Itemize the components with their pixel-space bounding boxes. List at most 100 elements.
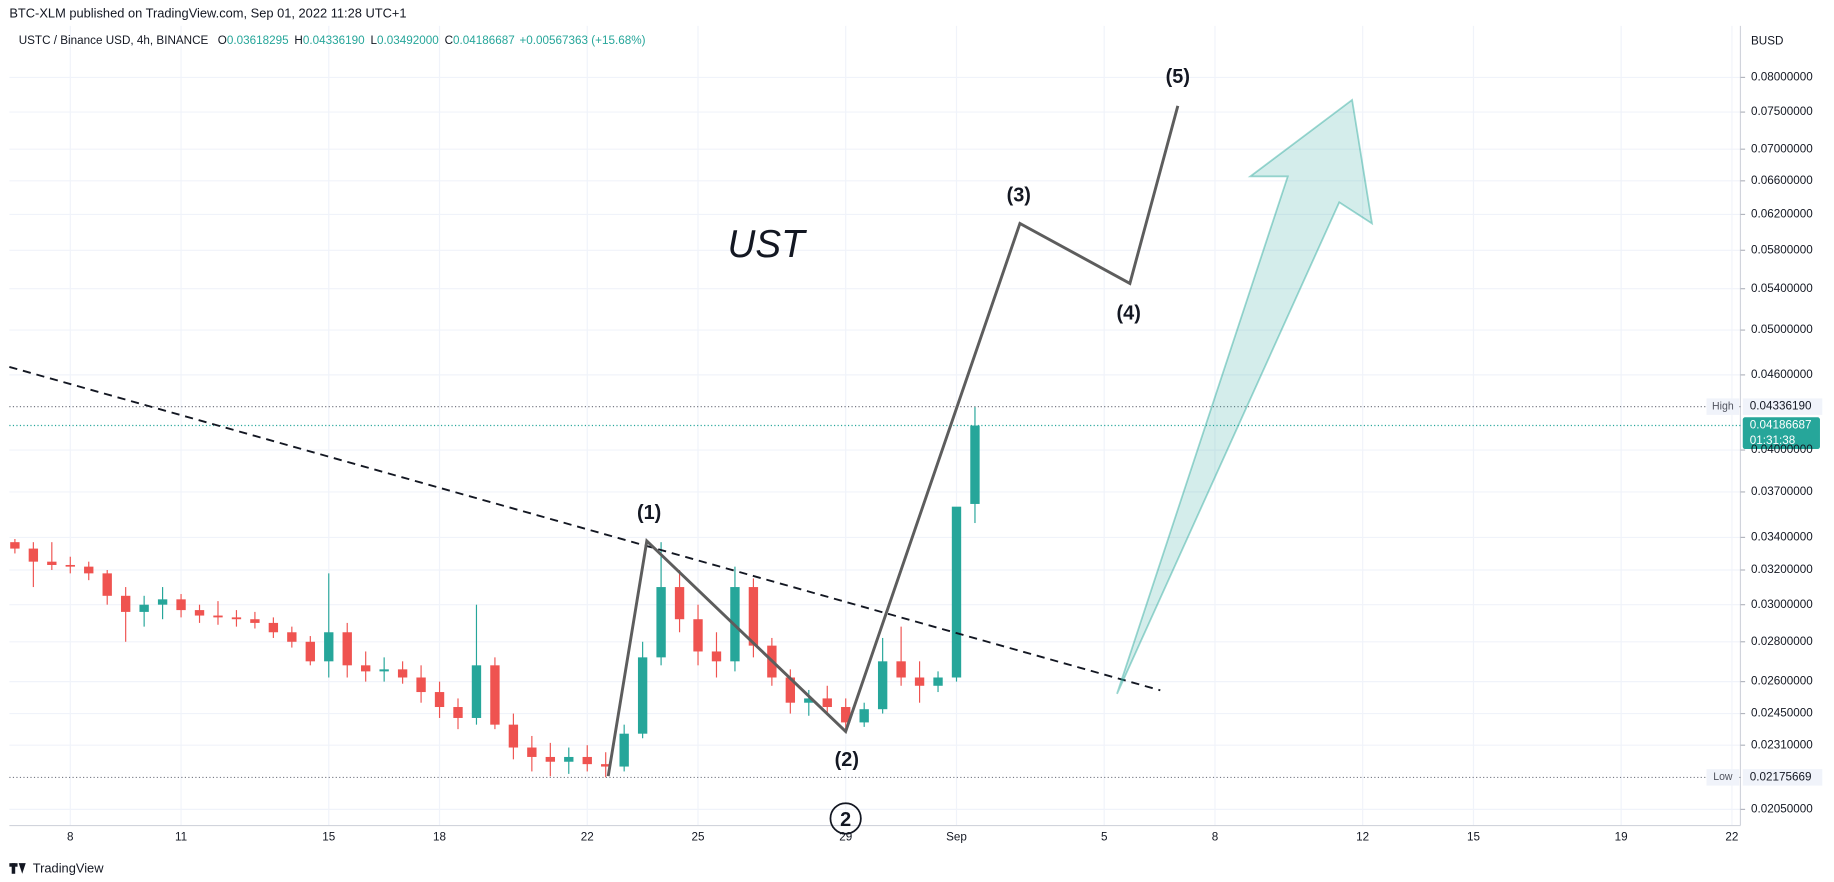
- candle-body: [324, 632, 334, 662]
- candle-body: [490, 665, 500, 725]
- candle-body: [527, 747, 537, 757]
- candle-body: [582, 756, 592, 765]
- y-tick-label: 0.05000000: [1751, 323, 1813, 336]
- candle-body: [139, 604, 149, 612]
- y-tick-label: 0.08000000: [1751, 70, 1813, 83]
- candle-body: [619, 733, 629, 767]
- level-value: 0.02175669: [1750, 770, 1812, 783]
- y-tick-label: 0.03400000: [1751, 530, 1813, 543]
- level-label: Low: [1713, 771, 1733, 783]
- wave-label: (4): [1117, 302, 1141, 324]
- logo: [9, 863, 26, 874]
- candle-body: [120, 595, 131, 612]
- x-tick-label: 18: [433, 830, 446, 843]
- circle-marker: [829, 802, 862, 835]
- ohlc-value: 0.03618295: [227, 34, 289, 47]
- x-tick-label: 22: [1725, 830, 1738, 843]
- y-tick-label: 0.03700000: [1751, 485, 1813, 498]
- wave-label: (5): [1166, 66, 1190, 88]
- ohlc-label: H: [294, 34, 302, 47]
- level-value: 0.04336190: [1750, 400, 1812, 413]
- candle-body: [28, 548, 39, 562]
- y-tick-label: 0.02600000: [1751, 675, 1813, 688]
- axis-unit: BUSD: [1751, 34, 1783, 47]
- candle-body: [804, 698, 814, 703]
- y-tick-label: 0.03200000: [1751, 563, 1813, 576]
- candle-body: [416, 677, 426, 693]
- arrow: [1116, 98, 1374, 695]
- x-tick-label: 8: [1212, 830, 1219, 843]
- candle-body: [822, 698, 832, 708]
- candle-body: [970, 425, 980, 504]
- candle-body: [601, 764, 611, 767]
- x-tick-label: Sep: [946, 830, 967, 843]
- candle-body: [231, 617, 242, 620]
- level-label: High: [1712, 400, 1734, 412]
- candle-body: [176, 599, 186, 611]
- change: +0.00567363 (+15.68%): [519, 34, 645, 47]
- candle-body: [342, 632, 352, 666]
- x-tick-label: 12: [1356, 830, 1369, 843]
- ohlc-value: 0.04186687: [453, 34, 515, 47]
- x-tick-label: 8: [67, 830, 74, 843]
- level-label-bg: [1706, 769, 1740, 786]
- level-value-bg: [1742, 398, 1823, 415]
- candle-body: [877, 661, 888, 710]
- candle-body: [637, 657, 648, 734]
- candle-body: [656, 587, 666, 658]
- y-tick-label: 0.04600000: [1751, 368, 1813, 381]
- x-tick-label: 15: [322, 830, 335, 843]
- wave-label: (2): [835, 749, 859, 771]
- y-tick-label: 0.06200000: [1751, 208, 1813, 221]
- candle-body: [213, 615, 223, 618]
- x-tick-label: 22: [581, 830, 594, 843]
- candle-body: [933, 677, 943, 686]
- annotation: UST: [728, 223, 808, 266]
- y-tick-label: 0.02800000: [1751, 635, 1813, 648]
- last-price-tag: [1742, 417, 1820, 450]
- candle-body: [10, 542, 20, 549]
- y-tick-label: 0.02450000: [1751, 707, 1813, 720]
- candle-body: [102, 573, 112, 596]
- candle-body: [84, 566, 94, 574]
- y-tick-label: 0.04000000: [1751, 443, 1813, 456]
- candle-body: [379, 669, 389, 672]
- y-tick-label: 0.06600000: [1751, 174, 1813, 187]
- x-tick-label: 11: [175, 830, 187, 843]
- ohlc-label: O: [218, 34, 227, 47]
- candle-body: [841, 707, 851, 723]
- candle-body: [194, 610, 205, 616]
- y-tick-label: 0.03000000: [1751, 598, 1813, 611]
- candle-body: [693, 619, 703, 652]
- y-tick-label: 0.07500000: [1751, 105, 1813, 118]
- y-tick-label: 0.05800000: [1751, 243, 1813, 256]
- candle-body: [47, 561, 57, 565]
- level-value-bg: [1742, 769, 1823, 786]
- candle-body: [361, 665, 371, 672]
- level-label-bg: [1706, 398, 1740, 415]
- candle-body: [674, 587, 685, 620]
- ohlc-value: 0.04336190: [303, 34, 365, 47]
- candle-body: [157, 599, 168, 605]
- last-price-value: 0.04186687: [1750, 419, 1812, 432]
- countdown: 01:31:38: [1750, 434, 1796, 447]
- candle-body: [859, 709, 869, 723]
- ohlc-label: C: [445, 34, 454, 47]
- candle-body: [914, 677, 925, 686]
- candle-body: [65, 564, 75, 567]
- candle-body: [508, 724, 519, 748]
- candle-body: [951, 506, 962, 678]
- candle-body: [471, 665, 482, 718]
- trendline: [9, 366, 1161, 692]
- ohlc-value: 0.03492000: [377, 34, 439, 47]
- candle-body: [250, 619, 260, 623]
- candle-body: [287, 632, 297, 642]
- brand: TradingView: [33, 860, 104, 875]
- ohlc-label: L: [370, 34, 377, 47]
- candle-body: [305, 641, 315, 662]
- candle-body: [564, 756, 574, 762]
- wave-label: (1): [637, 502, 661, 524]
